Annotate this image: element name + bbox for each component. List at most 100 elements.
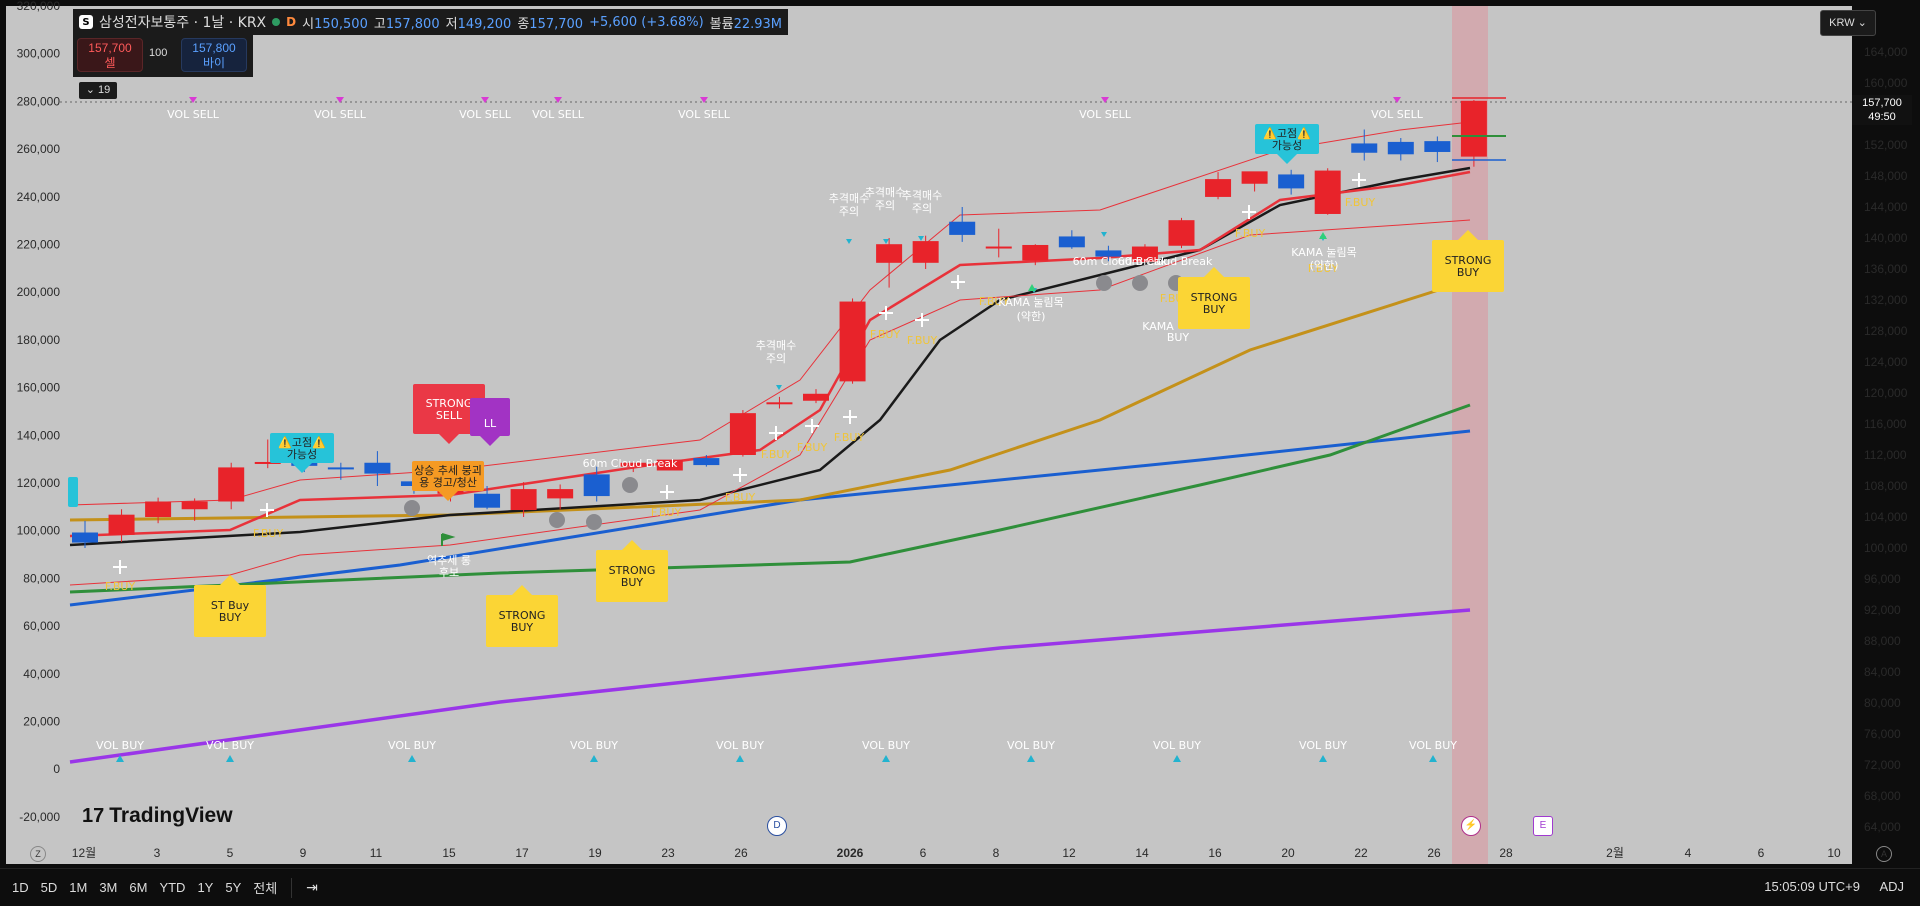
right-axis-tick: 104,000 — [1864, 510, 1908, 524]
indicators-toggle-button[interactable]: ⌄ 19 — [79, 82, 117, 99]
vol-buy-arrow — [1173, 755, 1181, 762]
kama-buy-label: KAMA — [1142, 320, 1174, 333]
clock[interactable]: 15:05:09 UTC+9 — [1764, 879, 1860, 894]
vol-buy-label: VOL BUY — [388, 739, 436, 752]
right-axis-tick: 72,000 — [1864, 758, 1901, 772]
fixed-top-warning-text: ⚠️고점⚠️ — [1263, 127, 1311, 140]
vol-buy-arrow — [736, 755, 744, 762]
sell-button[interactable]: 157,700 셀 — [77, 38, 143, 72]
strong-buy-callout-pointer — [622, 540, 642, 550]
candle-body — [547, 489, 574, 499]
vol-buy-label: VOL BUY — [96, 739, 144, 752]
right-axis-tick: 120,000 — [1864, 386, 1908, 400]
chase-warning-label: 추격매수 — [756, 339, 796, 352]
x-axis-tick: 26 — [734, 846, 748, 860]
x-axis-tick: 3 — [154, 846, 161, 860]
timeframe-1d[interactable]: 1D — [12, 880, 29, 895]
quantity-value[interactable]: 100 — [149, 47, 168, 59]
candle-body — [1131, 246, 1158, 263]
right-axis-tick: 92,000 — [1864, 603, 1901, 617]
dividend-marker[interactable]: D — [767, 816, 787, 836]
right-axis-tick: 144,000 — [1864, 200, 1908, 214]
strong-buy-callout-text: STRONG — [609, 564, 656, 577]
grey-signal-dot — [1132, 275, 1148, 291]
goto-date-icon[interactable]: ⇥ — [306, 879, 318, 895]
vol-buy-label: VOL BUY — [1299, 739, 1347, 752]
strong-buy-callout-text: BUY — [511, 621, 534, 634]
timeframe-1y[interactable]: 1Y — [197, 880, 214, 895]
currency-label: KRW — [1829, 17, 1855, 29]
sell-label: 셀 — [104, 56, 116, 70]
chase-arrow — [846, 239, 852, 244]
vol-sell-label: VOL SELL — [314, 108, 367, 121]
green-ma-line — [69, 403, 1471, 594]
timeframe-5y[interactable]: 5Y — [225, 880, 242, 895]
earnings-marker[interactable]: E — [1533, 816, 1553, 836]
strong-sell-callout-pointer — [439, 434, 459, 444]
st-buy-callout-pointer — [220, 575, 240, 585]
candle-body — [949, 221, 976, 235]
chase-warning-label: 주의 — [875, 199, 895, 212]
strong-buy-callout-text: STRONG — [1191, 291, 1238, 304]
vol-buy-arrow — [882, 755, 890, 762]
strong-sell-callout-box — [413, 384, 485, 434]
symbol-title[interactable]: 삼성전자보통주 · 1날 · KRX — [99, 15, 267, 31]
candle-body — [1205, 179, 1232, 197]
fixed-top-warning-text: 가능성 — [287, 448, 317, 461]
right-axis-tick: 76,000 — [1864, 727, 1901, 741]
cross-marker — [915, 313, 929, 327]
cross-marker — [879, 306, 893, 320]
candle-body — [108, 514, 135, 535]
vol-sell-label: VOL SELL — [532, 108, 585, 121]
fbuy-label: F.BUY — [834, 431, 865, 444]
x-axis-tick: 23 — [661, 846, 675, 860]
timeframe-1m[interactable]: 1M — [69, 880, 88, 895]
vol-sell-arrow — [1101, 97, 1109, 103]
earnings-marker-label: E — [1539, 820, 1547, 831]
timeframe-3m[interactable]: 3M — [99, 880, 118, 895]
trend-break-callout: 상승 추세 붕괴용 경고/청산 — [412, 461, 484, 501]
tradingview-logo[interactable]: 17 TradingView — [82, 804, 233, 828]
cross-marker — [805, 419, 819, 433]
chase-warning-label: 주의 — [766, 352, 786, 365]
candle-body — [327, 467, 354, 470]
low-label: 저 — [445, 16, 458, 32]
trend-break-callout-pointer — [438, 491, 458, 501]
timeframe-ytd[interactable]: YTD — [159, 880, 186, 895]
vol-sell-label: VOL SELL — [459, 108, 512, 121]
axis-settings-icon[interactable]: A — [1876, 846, 1892, 862]
currency-button[interactable]: KRW ⌄ — [1820, 10, 1876, 36]
adjust-toggle[interactable]: ADJ — [1879, 879, 1904, 894]
red-lower-band — [69, 219, 1471, 586]
market-flag: D — [286, 15, 297, 29]
price-chart[interactable]: 320,000300,000280,000260,000240,000220,0… — [0, 0, 1920, 868]
edge-cyan-marker — [68, 477, 78, 507]
fbuy-label: F.BUY — [1345, 196, 1376, 209]
buy-button[interactable]: 157,800 바이 — [181, 38, 247, 72]
black-ma-line — [69, 166, 1471, 547]
fixed-top-warning-pointer — [292, 463, 312, 473]
cross-marker — [951, 275, 965, 289]
flash-icon[interactable]: ⚡ — [1461, 816, 1481, 836]
timeframe-6m[interactable]: 6M — [129, 880, 148, 895]
candle-body — [583, 474, 610, 497]
strong-sell-callout-text: SELL — [436, 409, 463, 422]
candle-body — [254, 461, 281, 464]
timeframe-5d[interactable]: 5D — [40, 880, 58, 895]
vol-buy-label: VOL BUY — [716, 739, 764, 752]
chart-area[interactable]: 320,000 300,000 280,000 260,000 240,000 220,0… — [0, 0, 1920, 868]
right-axis-tick: 108,000 — [1864, 479, 1908, 493]
candle-body — [620, 462, 647, 467]
kama-pullback-label: (약한) — [1310, 258, 1339, 272]
timeframe-all[interactable]: 전체 — [253, 881, 278, 896]
strong-buy-callout-box — [596, 550, 668, 602]
zoom-reset-button[interactable]: Z — [30, 846, 46, 862]
right-axis-tick: 68,000 — [1864, 789, 1901, 803]
strong-buy-callout-pointer — [1204, 267, 1224, 277]
high-label: 고 — [373, 16, 386, 32]
strong-buy-callout-text: STRONG — [499, 609, 546, 622]
chase-warning-label: 주의 — [912, 202, 932, 215]
x-axis-tick: 17 — [515, 846, 529, 860]
candle-body — [876, 244, 903, 263]
